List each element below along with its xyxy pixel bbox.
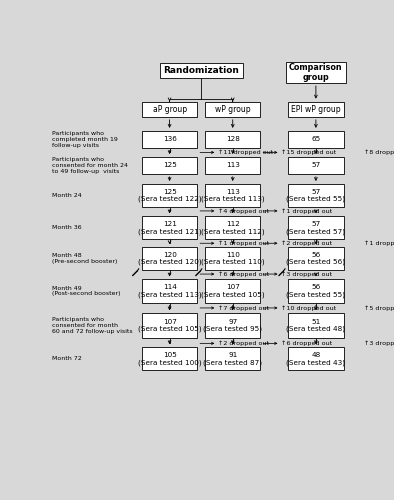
Text: Month 72: Month 72 [52,356,82,362]
Text: 97
(Sera tested 95): 97 (Sera tested 95) [203,319,262,332]
Text: 120
(Sera tested 120): 120 (Sera tested 120) [138,252,201,266]
Text: 57
(Sera tested 57): 57 (Sera tested 57) [286,221,346,234]
Text: ↑3 dropped out: ↑3 dropped out [364,340,394,346]
Text: ↑5 dropped out: ↑5 dropped out [364,305,394,310]
Text: ↑11 dropped out: ↑11 dropped out [218,150,273,155]
Text: 56
(Sera tested 56): 56 (Sera tested 56) [286,252,346,266]
Text: 65: 65 [311,136,320,142]
Text: 113
(Sera tested 113): 113 (Sera tested 113) [201,189,264,202]
FancyBboxPatch shape [205,184,260,207]
Text: 136: 136 [163,136,177,142]
FancyBboxPatch shape [205,216,260,240]
FancyBboxPatch shape [142,216,197,240]
Text: 107
(Sera tested 105): 107 (Sera tested 105) [138,319,201,332]
Text: 56
(Sera tested 55): 56 (Sera tested 55) [286,284,346,298]
Text: 91
(Sera tested 87): 91 (Sera tested 87) [203,352,262,366]
FancyBboxPatch shape [205,131,260,148]
FancyBboxPatch shape [288,347,344,370]
FancyBboxPatch shape [288,247,344,270]
FancyBboxPatch shape [142,102,197,117]
FancyBboxPatch shape [205,347,260,370]
Text: 105
(Sera tested 100): 105 (Sera tested 100) [138,352,201,366]
Text: aP group: aP group [152,105,187,114]
FancyBboxPatch shape [288,131,344,148]
FancyBboxPatch shape [288,184,344,207]
FancyBboxPatch shape [142,314,197,338]
Text: ↑6 dropped out: ↑6 dropped out [218,272,269,277]
Text: 57
(Sera tested 55): 57 (Sera tested 55) [286,189,346,202]
FancyBboxPatch shape [142,247,197,270]
FancyBboxPatch shape [142,347,197,370]
FancyBboxPatch shape [288,216,344,240]
Text: Participants who
consented for month
60 and 72 follow-up visits: Participants who consented for month 60 … [52,318,132,334]
FancyBboxPatch shape [205,247,260,270]
Text: ↑10 dropped out: ↑10 dropped out [281,305,336,310]
Text: EPI wP group: EPI wP group [291,105,341,114]
Text: ↑1 dropped out: ↑1 dropped out [364,240,394,246]
FancyBboxPatch shape [288,157,344,174]
Text: Month 48
(Pre-second booster): Month 48 (Pre-second booster) [52,254,117,264]
Text: 48
(Sera tested 43): 48 (Sera tested 43) [286,352,346,366]
Text: 121
(Sera tested 121): 121 (Sera tested 121) [138,221,201,234]
Text: 112
(Sera tested 112): 112 (Sera tested 112) [201,221,264,234]
FancyBboxPatch shape [288,102,344,117]
Text: Comparison
group: Comparison group [289,62,343,82]
FancyBboxPatch shape [142,131,197,148]
Text: Participants who
completed month 19
follow-up visits: Participants who completed month 19 foll… [52,131,118,148]
FancyBboxPatch shape [205,314,260,338]
FancyBboxPatch shape [286,62,346,83]
Text: 110
(Sera tested 110): 110 (Sera tested 110) [201,252,264,266]
Text: 125
(Sera tested 122): 125 (Sera tested 122) [138,189,201,202]
Text: Month 24: Month 24 [52,193,82,198]
Text: ↑4 dropped out: ↑4 dropped out [218,208,269,214]
Text: 125: 125 [163,162,177,168]
Text: ↑8 dropped out: ↑8 dropped out [364,150,394,155]
Text: 113: 113 [226,162,240,168]
FancyBboxPatch shape [205,280,260,302]
Text: 107
(Sera tested 105): 107 (Sera tested 105) [201,284,264,298]
Text: ↑1 dropped out: ↑1 dropped out [281,208,333,214]
Text: 57: 57 [311,162,320,168]
Text: Randomization: Randomization [163,66,239,76]
Text: ↑3 dropped out: ↑3 dropped out [281,272,332,277]
Text: ↑6 dropped out: ↑6 dropped out [281,340,333,346]
Text: ↑1 dropped out: ↑1 dropped out [218,240,269,246]
FancyBboxPatch shape [142,184,197,207]
FancyBboxPatch shape [288,280,344,302]
Text: ↑15 dropped out: ↑15 dropped out [281,150,336,155]
Text: 114
(Sera tested 113): 114 (Sera tested 113) [138,284,201,298]
Text: ↑2 dropped out: ↑2 dropped out [218,340,269,346]
FancyBboxPatch shape [205,102,260,117]
Text: Month 36: Month 36 [52,226,82,230]
Text: Participants who
consented for month 24
to 49 follow-up  visits: Participants who consented for month 24 … [52,157,128,174]
Text: 128: 128 [226,136,240,142]
Text: Month 49
(Post-second booster): Month 49 (Post-second booster) [52,286,120,296]
FancyBboxPatch shape [205,157,260,174]
Text: ↑2 dropped out: ↑2 dropped out [281,240,332,246]
FancyBboxPatch shape [142,157,197,174]
FancyBboxPatch shape [160,63,243,78]
FancyBboxPatch shape [142,280,197,302]
Text: wP group: wP group [215,105,251,114]
FancyBboxPatch shape [288,314,344,338]
Text: ↑7 dropped out: ↑7 dropped out [218,305,269,310]
Text: 51
(Sera tested 48): 51 (Sera tested 48) [286,319,346,332]
